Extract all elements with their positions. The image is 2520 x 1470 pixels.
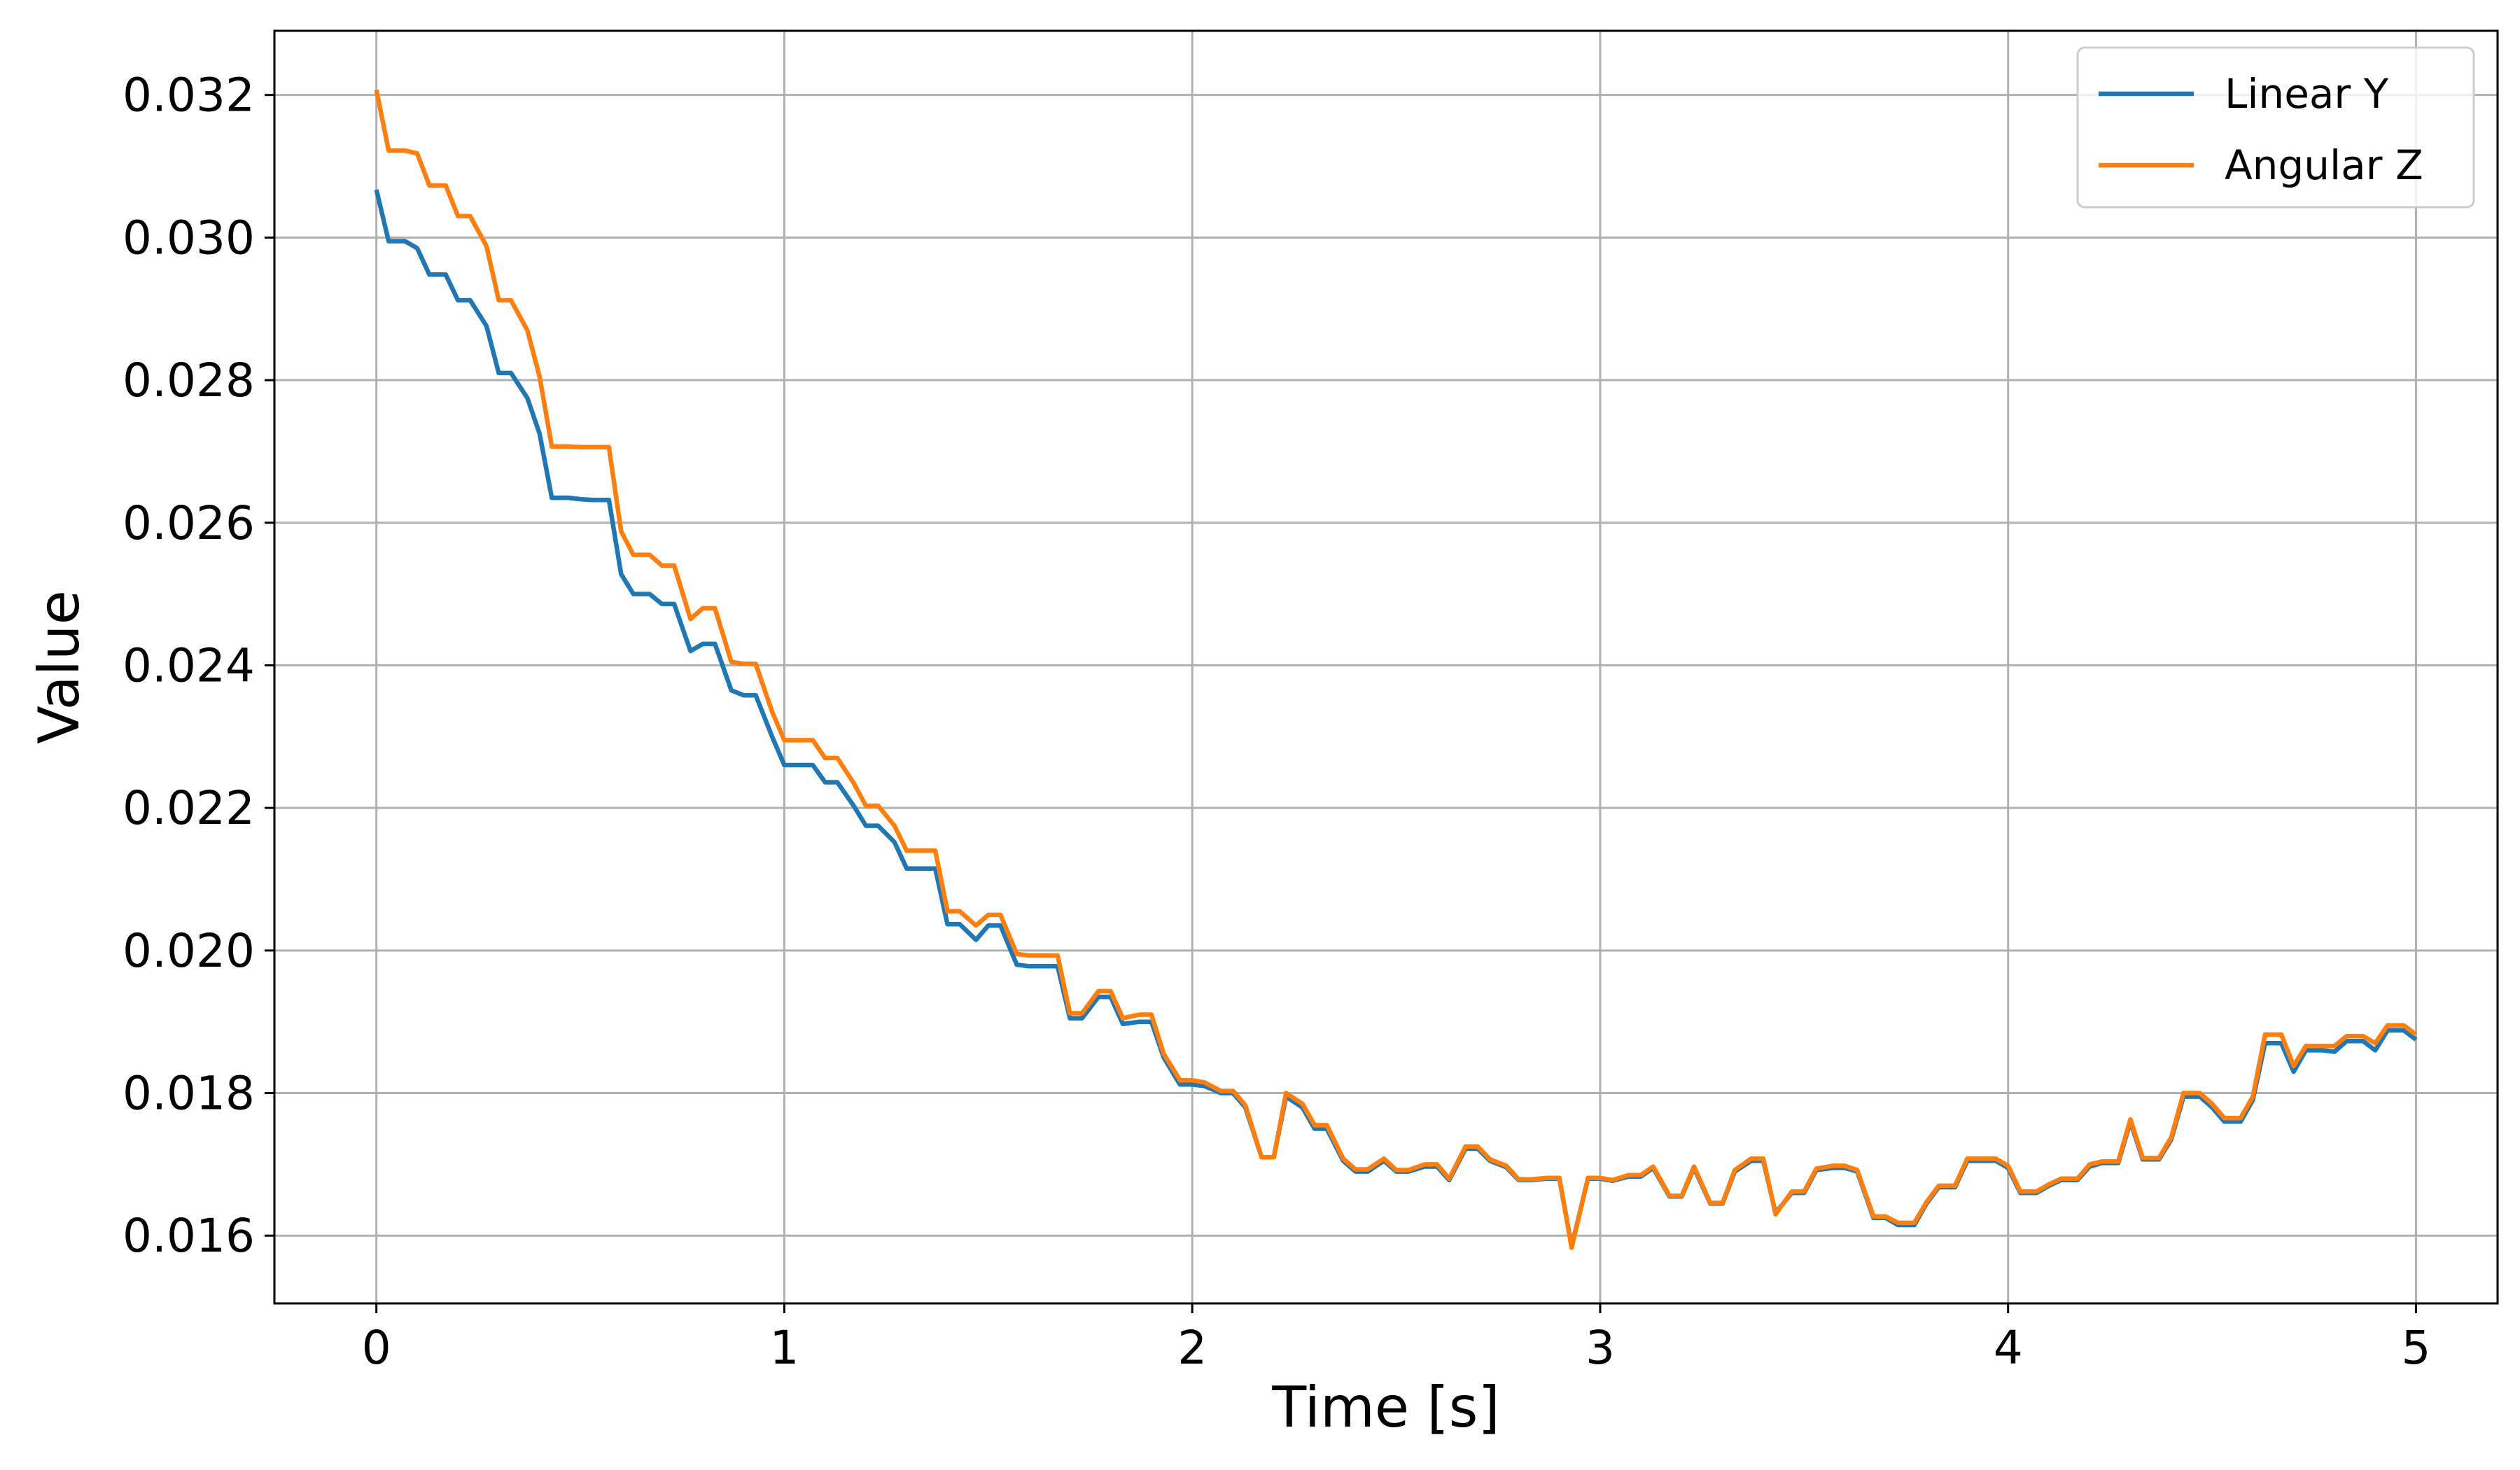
legend: Linear Y Angular Z: [2076, 46, 2475, 209]
plot-frame: [273, 29, 2499, 1305]
y-axis-label: Value: [27, 590, 92, 744]
y-tick-label: 0.016: [122, 1209, 255, 1263]
x-tick-label: 5: [2401, 1321, 2430, 1375]
y-tick-label: 0.032: [122, 69, 255, 122]
x-tick-label: 3: [1586, 1321, 1615, 1375]
y-tick-label: 0.028: [122, 354, 255, 407]
legend-label-angular-z: Angular Z: [2225, 141, 2423, 189]
y-tick-label: 0.020: [122, 924, 255, 978]
axis-ticks: 0 1 2 3 4 5 0.016 0.018 0.020 0.022 0.024 0.026 0.02…: [122, 69, 2430, 1375]
y-tick-label: 0.030: [122, 211, 255, 265]
series-lines: [374, 89, 2418, 1250]
x-tick-label: 2: [1177, 1321, 1207, 1375]
y-tick-label: 0.018: [122, 1067, 255, 1121]
x-axis-label: Time [s]: [1271, 1375, 1499, 1440]
grid-lines: [274, 31, 2498, 1303]
series-line-angular-z: [374, 89, 2418, 1250]
x-tick-label: 0: [362, 1321, 391, 1375]
y-tick-label: 0.024: [122, 638, 255, 692]
x-tick-label: 4: [1994, 1321, 2023, 1375]
legend-label-linear-y: Linear Y: [2225, 70, 2389, 118]
x-tick-label: 1: [769, 1321, 799, 1375]
y-tick-label: 0.022: [122, 781, 255, 835]
y-tick-label: 0.026: [122, 496, 255, 550]
